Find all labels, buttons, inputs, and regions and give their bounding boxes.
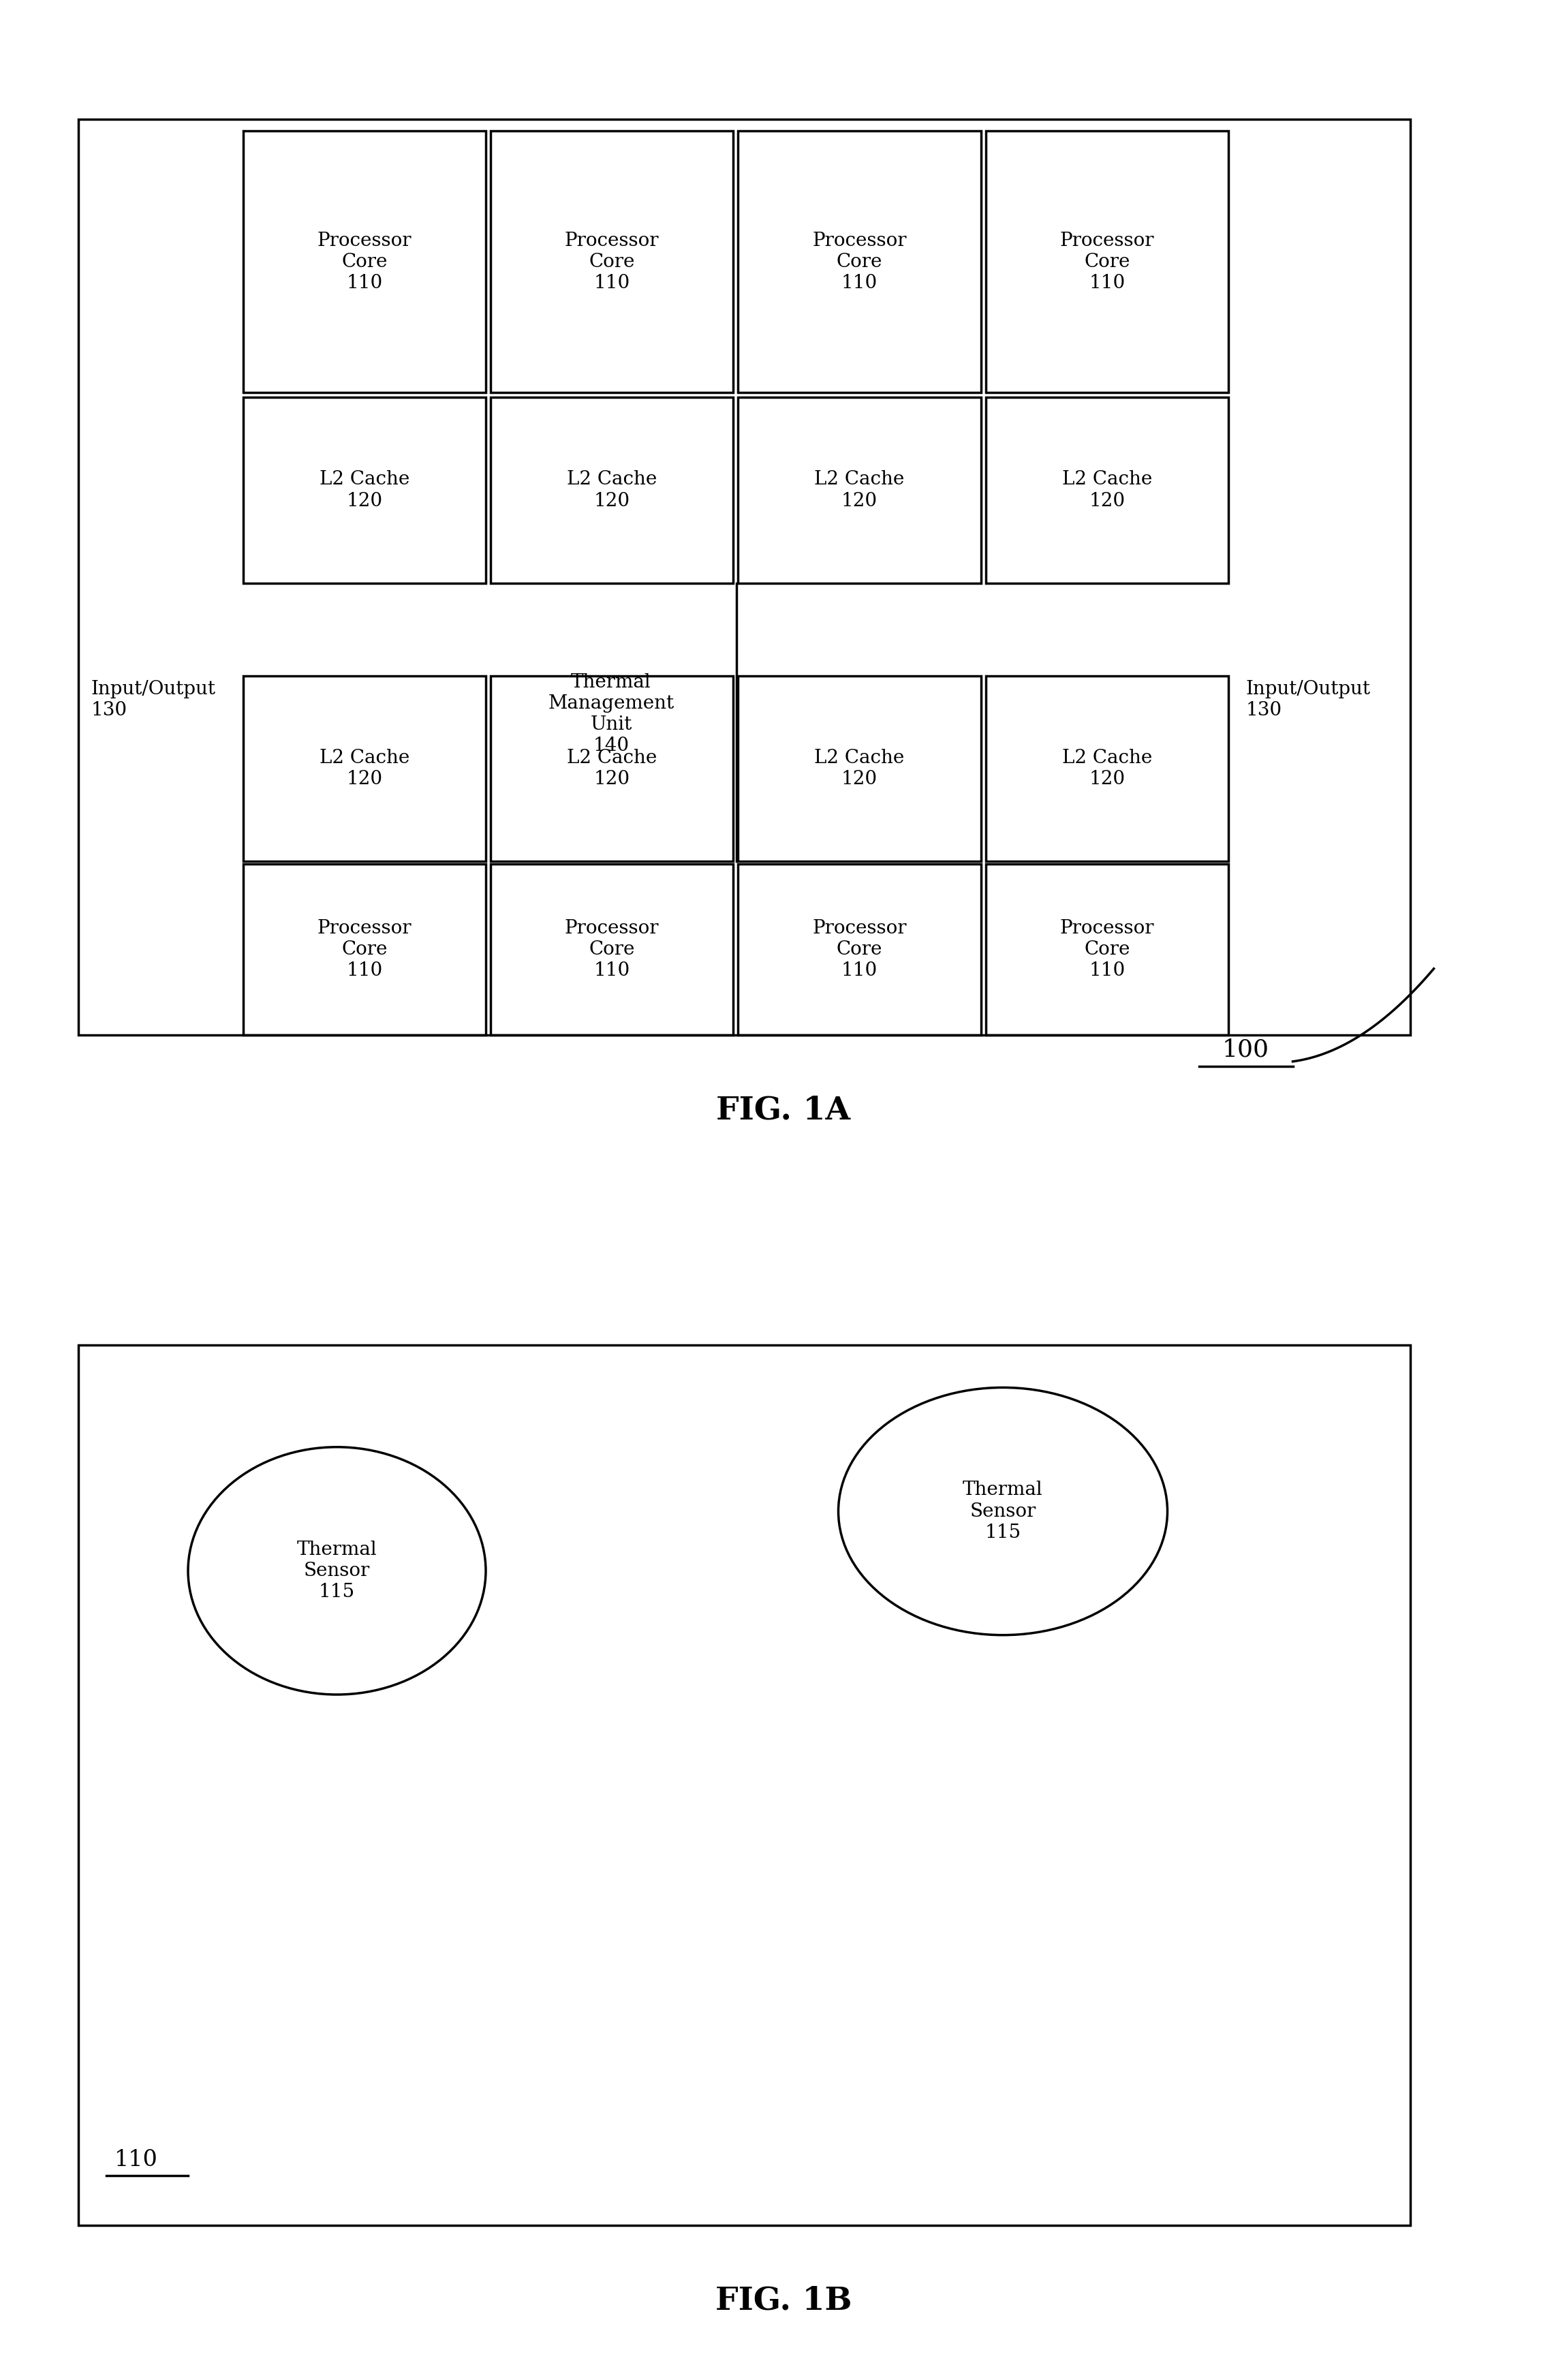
Text: L2 Cache
120: L2 Cache 120 [567, 471, 657, 509]
Text: Processor
Core
110: Processor Core 110 [1059, 231, 1155, 293]
Text: Processor
Core
110: Processor Core 110 [812, 231, 907, 293]
Text: L2 Cache
120: L2 Cache 120 [567, 750, 657, 788]
Bar [490, 397, 733, 583]
Bar [490, 864, 733, 1035]
Bar [738, 864, 981, 1035]
Text: 110: 110 [114, 2149, 158, 2171]
Bar [986, 131, 1229, 393]
Text: L2 Cache
120: L2 Cache 120 [320, 750, 409, 788]
Text: L2 Cache
120: L2 Cache 120 [815, 471, 904, 509]
Text: Input/Output
130: Input/Output 130 [91, 681, 216, 719]
Text: Processor
Core
110: Processor Core 110 [317, 919, 412, 981]
Text: L2 Cache
120: L2 Cache 120 [1062, 750, 1152, 788]
Text: Thermal
Sensor
115: Thermal Sensor 115 [962, 1480, 1044, 1542]
Bar [738, 131, 981, 393]
Text: L2 Cache
120: L2 Cache 120 [320, 471, 409, 509]
Text: Processor
Core
110: Processor Core 110 [317, 231, 412, 293]
Text: Input/Output
130: Input/Output 130 [1246, 681, 1371, 719]
Bar [490, 676, 733, 862]
Ellipse shape [838, 1388, 1167, 1635]
Bar [986, 676, 1229, 862]
Bar [243, 397, 486, 583]
Text: Thermal
Management
Unit
140: Thermal Management Unit 140 [548, 674, 674, 754]
Bar [243, 864, 486, 1035]
Text: L2 Cache
120: L2 Cache 120 [815, 750, 904, 788]
Bar [738, 676, 981, 862]
Text: Processor
Core
110: Processor Core 110 [564, 231, 660, 293]
Text: Processor
Core
110: Processor Core 110 [564, 919, 660, 981]
Bar [78, 119, 1410, 1035]
Bar [490, 131, 733, 393]
Bar [986, 397, 1229, 583]
Text: FIG. 1B: FIG. 1B [715, 2285, 852, 2316]
Bar [78, 1345, 1410, 2225]
Bar [243, 131, 486, 393]
Ellipse shape [188, 1447, 486, 1695]
Text: 100: 100 [1222, 1038, 1269, 1061]
Bar [243, 676, 486, 862]
Text: Processor
Core
110: Processor Core 110 [1059, 919, 1155, 981]
Text: Processor
Core
110: Processor Core 110 [812, 919, 907, 981]
Text: L2 Cache
120: L2 Cache 120 [1062, 471, 1152, 509]
Text: Thermal
Sensor
115: Thermal Sensor 115 [296, 1540, 378, 1602]
Bar [986, 864, 1229, 1035]
Text: FIG. 1A: FIG. 1A [716, 1095, 851, 1126]
Bar [738, 397, 981, 583]
